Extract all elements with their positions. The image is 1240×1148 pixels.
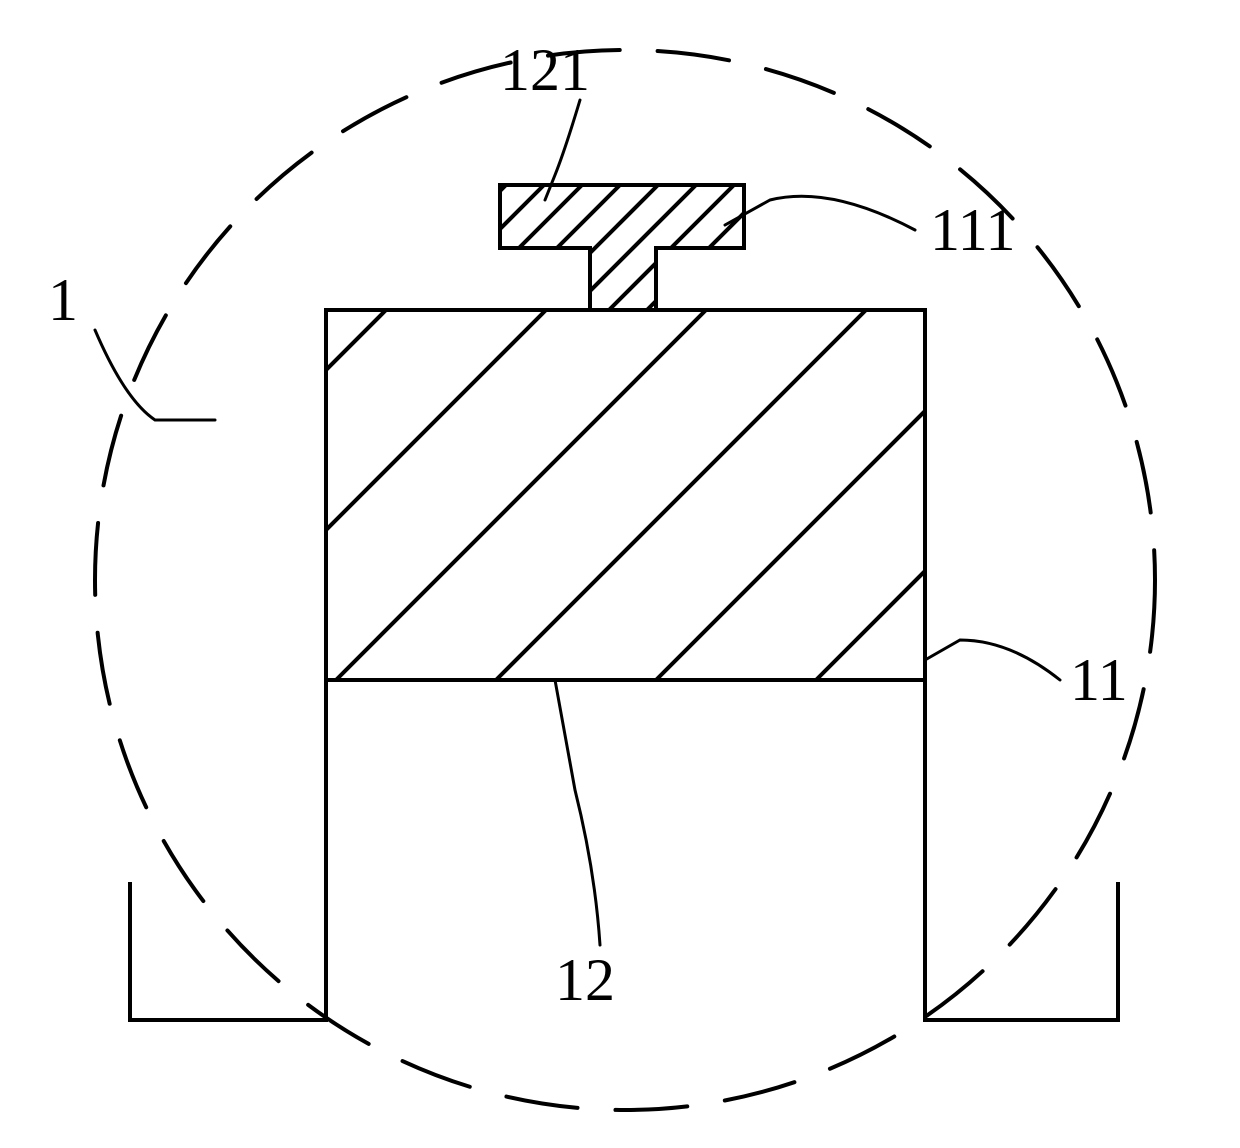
tee-outline bbox=[500, 185, 744, 310]
label-L1: 1 bbox=[48, 267, 78, 333]
leader-L11 bbox=[925, 640, 1060, 680]
slab-hatch bbox=[0, 310, 1240, 680]
leader-L111 bbox=[725, 196, 915, 230]
label-L11: 11 bbox=[1070, 647, 1128, 713]
label-L121: 121 bbox=[500, 37, 590, 103]
label-L12: 12 bbox=[555, 947, 615, 1013]
leader-L12 bbox=[555, 680, 600, 945]
leader-L1 bbox=[95, 330, 215, 420]
outer-body-outline bbox=[130, 680, 1118, 1020]
slab-outline bbox=[326, 310, 925, 680]
label-L111: 111 bbox=[930, 197, 1016, 263]
